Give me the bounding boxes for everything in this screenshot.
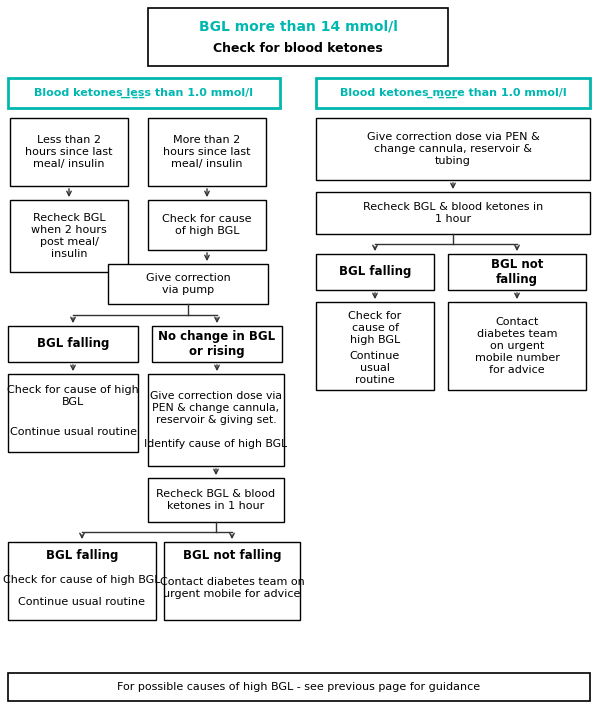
Text: Give correction
via pump: Give correction via pump [146, 273, 230, 295]
Text: Check for cause
of high BGL: Check for cause of high BGL [162, 214, 252, 236]
Text: BGL not
falling: BGL not falling [491, 258, 543, 286]
Bar [148, 200, 266, 250]
Text: Blood ketones ̲m̲o̲r̲e than 1.0 mmol/l: Blood ketones ̲m̲o̲r̲e than 1.0 mmol/l [340, 88, 566, 98]
Text: Contact diabetes team on
urgent mobile for advice: Contact diabetes team on urgent mobile f… [160, 577, 304, 599]
Text: Give correction dose via PEN &
change cannula, reservoir &
tubing: Give correction dose via PEN & change ca… [367, 132, 539, 166]
Bar [316, 118, 590, 180]
Text: Blood ketones ̲l̲e̲s̲s than 1.0 mmol/l: Blood ketones ̲l̲e̲s̲s than 1.0 mmol/l [35, 88, 254, 98]
Bar [316, 254, 434, 290]
Bar [448, 254, 586, 290]
Bar [148, 374, 284, 466]
Bar [316, 192, 590, 234]
Text: Continue usual routine: Continue usual routine [10, 427, 136, 437]
Bar [8, 542, 156, 620]
Text: Recheck BGL & blood ketones in
1 hour: Recheck BGL & blood ketones in 1 hour [363, 202, 543, 224]
Text: Check for cause of high
BGL: Check for cause of high BGL [7, 385, 139, 407]
Bar [10, 200, 128, 272]
Text: No change in BGL
or rising: No change in BGL or rising [158, 329, 276, 358]
Text: Give correction dose via
PEN & change cannula,
reservoir & giving set.

Identify: Give correction dose via PEN & change ca… [145, 391, 288, 449]
Text: More than 2
hours since last
meal/ insulin: More than 2 hours since last meal/ insul… [163, 135, 251, 169]
Text: Recheck BGL
when 2 hours
post meal/
insulin: Recheck BGL when 2 hours post meal/ insu… [31, 213, 107, 259]
Text: Check for
cause of
high BGL: Check for cause of high BGL [349, 311, 402, 345]
Bar [152, 326, 282, 362]
Text: BGL falling: BGL falling [339, 266, 411, 279]
Text: Check for blood ketones: Check for blood ketones [213, 42, 383, 54]
Text: BGL not falling: BGL not falling [183, 549, 281, 563]
Text: Contact
diabetes team
on urgent
mobile number
for advice: Contact diabetes team on urgent mobile n… [475, 317, 560, 375]
Bar [148, 478, 284, 522]
Bar [10, 118, 128, 186]
Text: Less than 2
hours since last
meal/ insulin: Less than 2 hours since last meal/ insul… [25, 135, 113, 169]
Bar [316, 302, 434, 390]
Text: Continue usual routine: Continue usual routine [19, 597, 145, 607]
Bar [164, 542, 300, 620]
Text: Check for cause of high BGL: Check for cause of high BGL [3, 575, 161, 585]
Text: Continue
usual
routine: Continue usual routine [350, 351, 400, 385]
Bar [8, 326, 138, 362]
Bar [8, 673, 590, 701]
Bar [148, 8, 448, 66]
Text: BGL falling: BGL falling [37, 337, 109, 351]
Text: Recheck BGL & blood
ketones in 1 hour: Recheck BGL & blood ketones in 1 hour [157, 489, 276, 511]
Bar [8, 78, 280, 108]
Text: For possible causes of high BGL - see previous page for guidance: For possible causes of high BGL - see pr… [117, 682, 481, 692]
Bar [108, 264, 268, 304]
Bar [316, 78, 590, 108]
Bar [8, 374, 138, 452]
Text: BGL more than 14 mmol/l: BGL more than 14 mmol/l [199, 19, 398, 33]
Bar [448, 302, 586, 390]
Text: BGL falling: BGL falling [46, 549, 118, 563]
Bar [148, 118, 266, 186]
